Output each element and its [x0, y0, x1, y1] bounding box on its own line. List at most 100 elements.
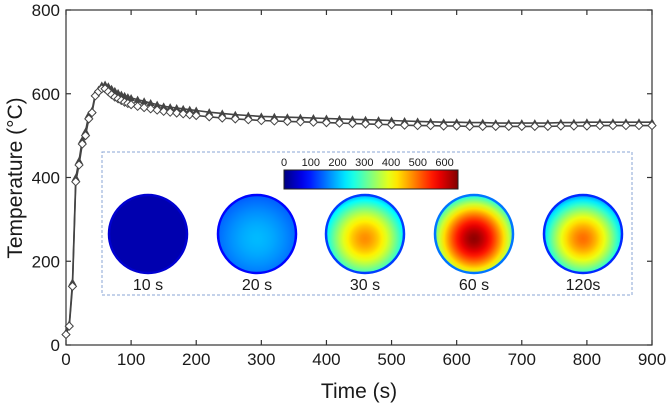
inset-panel: 0 100 200 300 400 500 600 10 s 20 s 30 s 60 s 120s: [101, 151, 633, 296]
data-point: [504, 121, 514, 132]
snapshot-label: 20 s: [242, 277, 272, 294]
data-point: [569, 121, 579, 131]
data-point: [67, 281, 78, 292]
data-point: [126, 99, 136, 110]
y-axis-title: Temperature (°C): [4, 97, 27, 258]
snapshot: 10 s: [107, 193, 189, 294]
snapshot-label: 60 s: [459, 277, 489, 294]
series-group: [61, 80, 657, 340]
snapshot-label: 30 s: [350, 277, 380, 294]
data-point: [159, 102, 168, 110]
data-point: [172, 103, 181, 112]
data-point: [166, 103, 175, 111]
colorbar-tick-label: 200: [328, 157, 346, 169]
data-point: [412, 120, 423, 131]
data-point: [74, 160, 84, 170]
data-point: [295, 117, 306, 127]
data-point: [165, 107, 175, 117]
data-point: [153, 100, 162, 108]
x-tick-label: 400: [312, 350, 340, 369]
data-point: [178, 109, 188, 119]
data-point: [204, 112, 214, 122]
snapshot: 20 s: [216, 193, 298, 294]
data-point: [373, 119, 384, 130]
snapshot: 30 s: [324, 193, 406, 294]
data-point: [133, 95, 142, 103]
snapshot-disc: [324, 193, 406, 275]
data-point: [230, 114, 240, 124]
data-point: [179, 104, 188, 113]
x-tick-label: 300: [247, 350, 275, 369]
y-tick-label: 600: [32, 85, 60, 104]
colorbar-tick-label: 300: [355, 157, 373, 169]
series-2: [61, 84, 657, 340]
y-tick-label: 0: [51, 336, 60, 355]
data-point: [582, 121, 592, 131]
data-point: [145, 104, 156, 114]
snapshot: 60 s: [433, 193, 515, 294]
data-point: [347, 118, 358, 129]
colorbar-tick-label: 100: [302, 157, 320, 169]
snapshot-label: 10 s: [133, 277, 163, 294]
data-point: [171, 108, 182, 118]
x-tick-label: 800: [573, 350, 601, 369]
x-tick-label: 500: [377, 350, 405, 369]
x-tick-label: 700: [508, 350, 536, 369]
snapshot-disc: [107, 193, 189, 275]
data-point: [530, 121, 540, 132]
data-point: [140, 97, 149, 105]
data-point: [478, 121, 488, 132]
data-point: [80, 130, 91, 141]
data-point: [386, 120, 397, 130]
colorbar-tick-label: 0: [281, 157, 287, 169]
snapshot-disc: [216, 193, 298, 275]
data-point: [308, 117, 319, 127]
data-point: [191, 110, 201, 121]
data-point: [218, 109, 227, 117]
data-point: [205, 108, 214, 116]
colorbar-tick-label: 400: [382, 157, 400, 169]
data-point: [595, 120, 605, 131]
data-point: [438, 121, 449, 131]
x-tick-label: 0: [61, 350, 70, 369]
data-point: [185, 105, 194, 113]
data-point: [158, 106, 169, 117]
data-point: [360, 119, 371, 129]
y-tick-label: 400: [32, 169, 60, 188]
data-point: [132, 101, 143, 112]
data-point: [451, 121, 462, 131]
x-tick-label: 100: [117, 350, 145, 369]
data-point: [425, 120, 436, 131]
data-point: [556, 121, 566, 131]
colorbar-tick-label: 600: [435, 157, 453, 169]
data-point: [87, 107, 97, 118]
data-point: [61, 329, 71, 340]
data-point: [192, 106, 201, 114]
data-point: [146, 98, 155, 107]
data-point: [608, 120, 618, 131]
data-point: [243, 115, 254, 125]
data-point: [517, 121, 527, 132]
data-point: [543, 121, 553, 132]
colorbar: [283, 169, 459, 190]
data-point: [185, 109, 195, 120]
x-axis-title: Time (s): [321, 380, 397, 403]
data-point: [491, 121, 501, 132]
x-tick-label: 600: [442, 350, 470, 369]
data-point: [634, 120, 644, 131]
snapshot: 120s: [542, 193, 624, 294]
data-point: [77, 139, 87, 149]
data-point: [321, 117, 332, 128]
data-point: [84, 114, 94, 124]
data-point: [334, 118, 345, 128]
data-point: [127, 93, 136, 102]
data-point: [139, 102, 149, 113]
y-tick-label: 200: [32, 252, 60, 271]
data-point: [152, 105, 162, 115]
data-point: [217, 113, 227, 123]
colorbar-tick-label: 500: [409, 157, 427, 169]
axes: 0 100 200 300 400 500 600 700 800 900 0 200 400 600 80…: [32, 1, 667, 369]
data-point: [71, 176, 81, 187]
data-point: [399, 120, 410, 130]
